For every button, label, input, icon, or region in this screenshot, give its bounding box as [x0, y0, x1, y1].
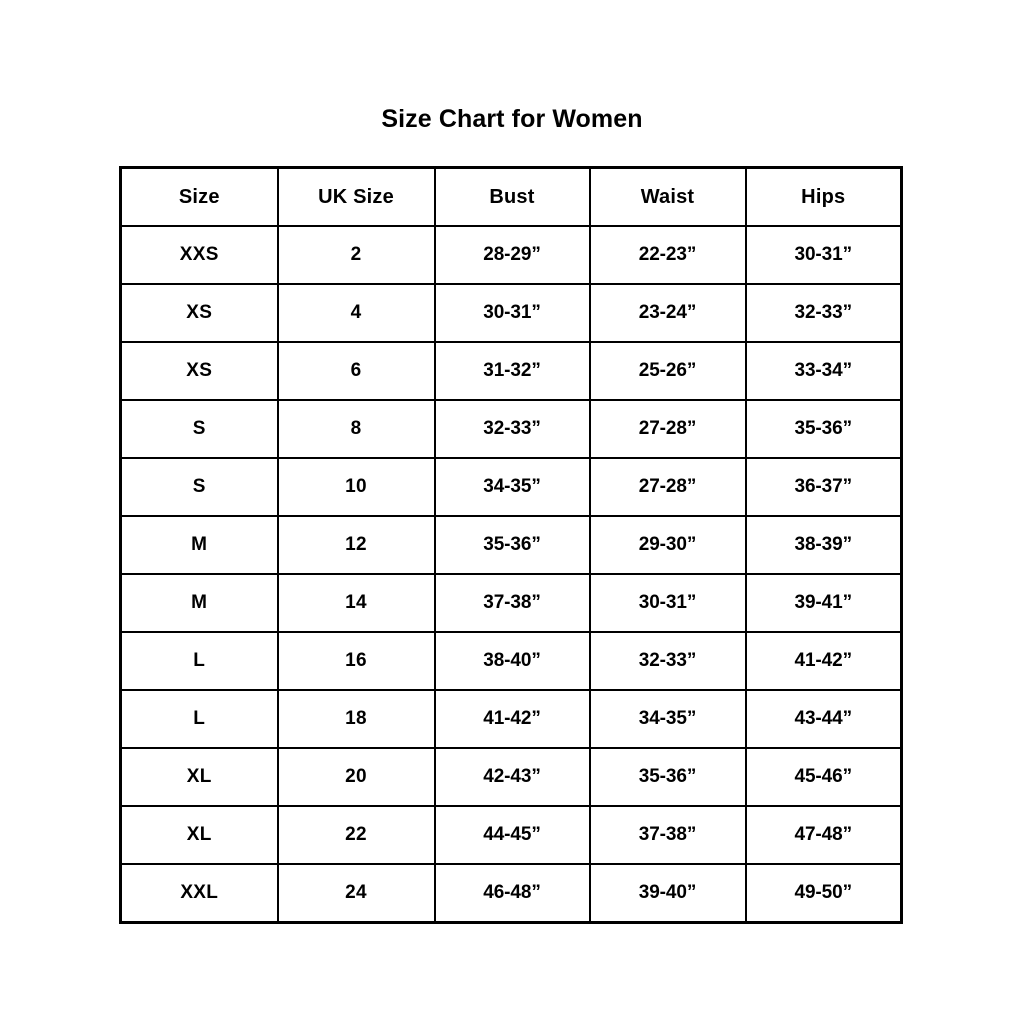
cell-size: XL [119, 747, 279, 807]
table-body: XXS 2 28-29” 22-23” 30-31” XS 4 30-31” 23-24” 32-… [119, 225, 903, 924]
cell-waist: 27-28” [588, 457, 747, 517]
table-row: XXS 2 28-29” 22-23” 30-31” [119, 225, 903, 285]
cell-bust: 30-31” [433, 283, 591, 343]
cell-size: S [119, 399, 279, 459]
cell-waist: 32-33” [588, 631, 747, 691]
cell-uk-size: 6 [276, 341, 436, 401]
cell-bust: 31-32” [433, 341, 591, 401]
cell-size: L [119, 689, 279, 749]
cell-uk-size: 18 [276, 689, 436, 749]
cell-hips: 49-50” [744, 863, 903, 924]
cell-uk-size: 14 [276, 573, 436, 633]
cell-bust: 35-36” [433, 515, 591, 575]
cell-uk-size: 16 [276, 631, 436, 691]
cell-hips: 45-46” [744, 747, 903, 807]
table-row: S 8 32-33” 27-28” 35-36” [119, 399, 903, 459]
cell-size: XXS [119, 225, 279, 285]
table-row: M 14 37-38” 30-31” 39-41” [119, 573, 903, 633]
cell-size: L [119, 631, 279, 691]
cell-bust: 42-43” [433, 747, 591, 807]
table-row: XS 6 31-32” 25-26” 33-34” [119, 341, 903, 401]
table-row: XL 20 42-43” 35-36” 45-46” [119, 747, 903, 807]
cell-bust: 37-38” [433, 573, 591, 633]
size-chart-table: Size UK Size Bust Waist Hips XXS 2 28-29” 2… [119, 166, 903, 924]
cell-waist: 34-35” [588, 689, 747, 749]
cell-uk-size: 20 [276, 747, 436, 807]
table-row: XL 22 44-45” 37-38” 47-48” [119, 805, 903, 865]
cell-hips: 36-37” [744, 457, 903, 517]
cell-uk-size: 8 [276, 399, 436, 459]
page-title: Size Chart for Women [381, 105, 643, 133]
cell-hips: 43-44” [744, 689, 903, 749]
cell-size: M [119, 573, 279, 633]
cell-uk-size: 10 [276, 457, 436, 517]
table-row: S 10 34-35” 27-28” 36-37” [119, 457, 903, 517]
cell-bust: 44-45” [433, 805, 591, 865]
table-row: XS 4 30-31” 23-24” 32-33” [119, 283, 903, 343]
cell-bust: 28-29” [433, 225, 591, 285]
cell-size: XS [119, 341, 279, 401]
cell-waist: 29-30” [588, 515, 747, 575]
column-header-hips: Hips [744, 166, 903, 227]
cell-hips: 30-31” [744, 225, 903, 285]
table-row: L 16 38-40” 32-33” 41-42” [119, 631, 903, 691]
column-header-waist: Waist [588, 166, 747, 227]
cell-size: XXL [119, 863, 279, 924]
cell-waist: 39-40” [588, 863, 747, 924]
table-row: M 12 35-36” 29-30” 38-39” [119, 515, 903, 575]
cell-hips: 35-36” [744, 399, 903, 459]
table-row: XXL 24 46-48” 39-40” 49-50” [119, 863, 903, 924]
column-header-uk-size: UK Size [276, 166, 436, 227]
cell-waist: 25-26” [588, 341, 747, 401]
cell-hips: 33-34” [744, 341, 903, 401]
cell-size: XS [119, 283, 279, 343]
cell-hips: 38-39” [744, 515, 903, 575]
cell-uk-size: 4 [276, 283, 436, 343]
cell-hips: 47-48” [744, 805, 903, 865]
column-header-size: Size [119, 166, 279, 227]
cell-waist: 23-24” [588, 283, 747, 343]
cell-bust: 34-35” [433, 457, 591, 517]
cell-waist: 22-23” [588, 225, 747, 285]
table-header: Size UK Size Bust Waist Hips [119, 166, 903, 227]
cell-size: M [119, 515, 279, 575]
cell-hips: 39-41” [744, 573, 903, 633]
cell-uk-size: 22 [276, 805, 436, 865]
cell-hips: 32-33” [744, 283, 903, 343]
cell-size: S [119, 457, 279, 517]
cell-bust: 38-40” [433, 631, 591, 691]
cell-size: XL [119, 805, 279, 865]
column-header-bust: Bust [433, 166, 591, 227]
cell-waist: 35-36” [588, 747, 747, 807]
size-chart-table-container: Size UK Size Bust Waist Hips XXS 2 28-29” 2… [119, 166, 903, 924]
table-row: L 18 41-42” 34-35” 43-44” [119, 689, 903, 749]
cell-waist: 37-38” [588, 805, 747, 865]
cell-uk-size: 2 [276, 225, 436, 285]
cell-hips: 41-42” [744, 631, 903, 691]
cell-waist: 30-31” [588, 573, 747, 633]
cell-waist: 27-28” [588, 399, 747, 459]
cell-uk-size: 24 [276, 863, 436, 924]
cell-bust: 41-42” [433, 689, 591, 749]
cell-uk-size: 12 [276, 515, 436, 575]
cell-bust: 46-48” [433, 863, 591, 924]
table-header-row: Size UK Size Bust Waist Hips [119, 166, 903, 227]
cell-bust: 32-33” [433, 399, 591, 459]
